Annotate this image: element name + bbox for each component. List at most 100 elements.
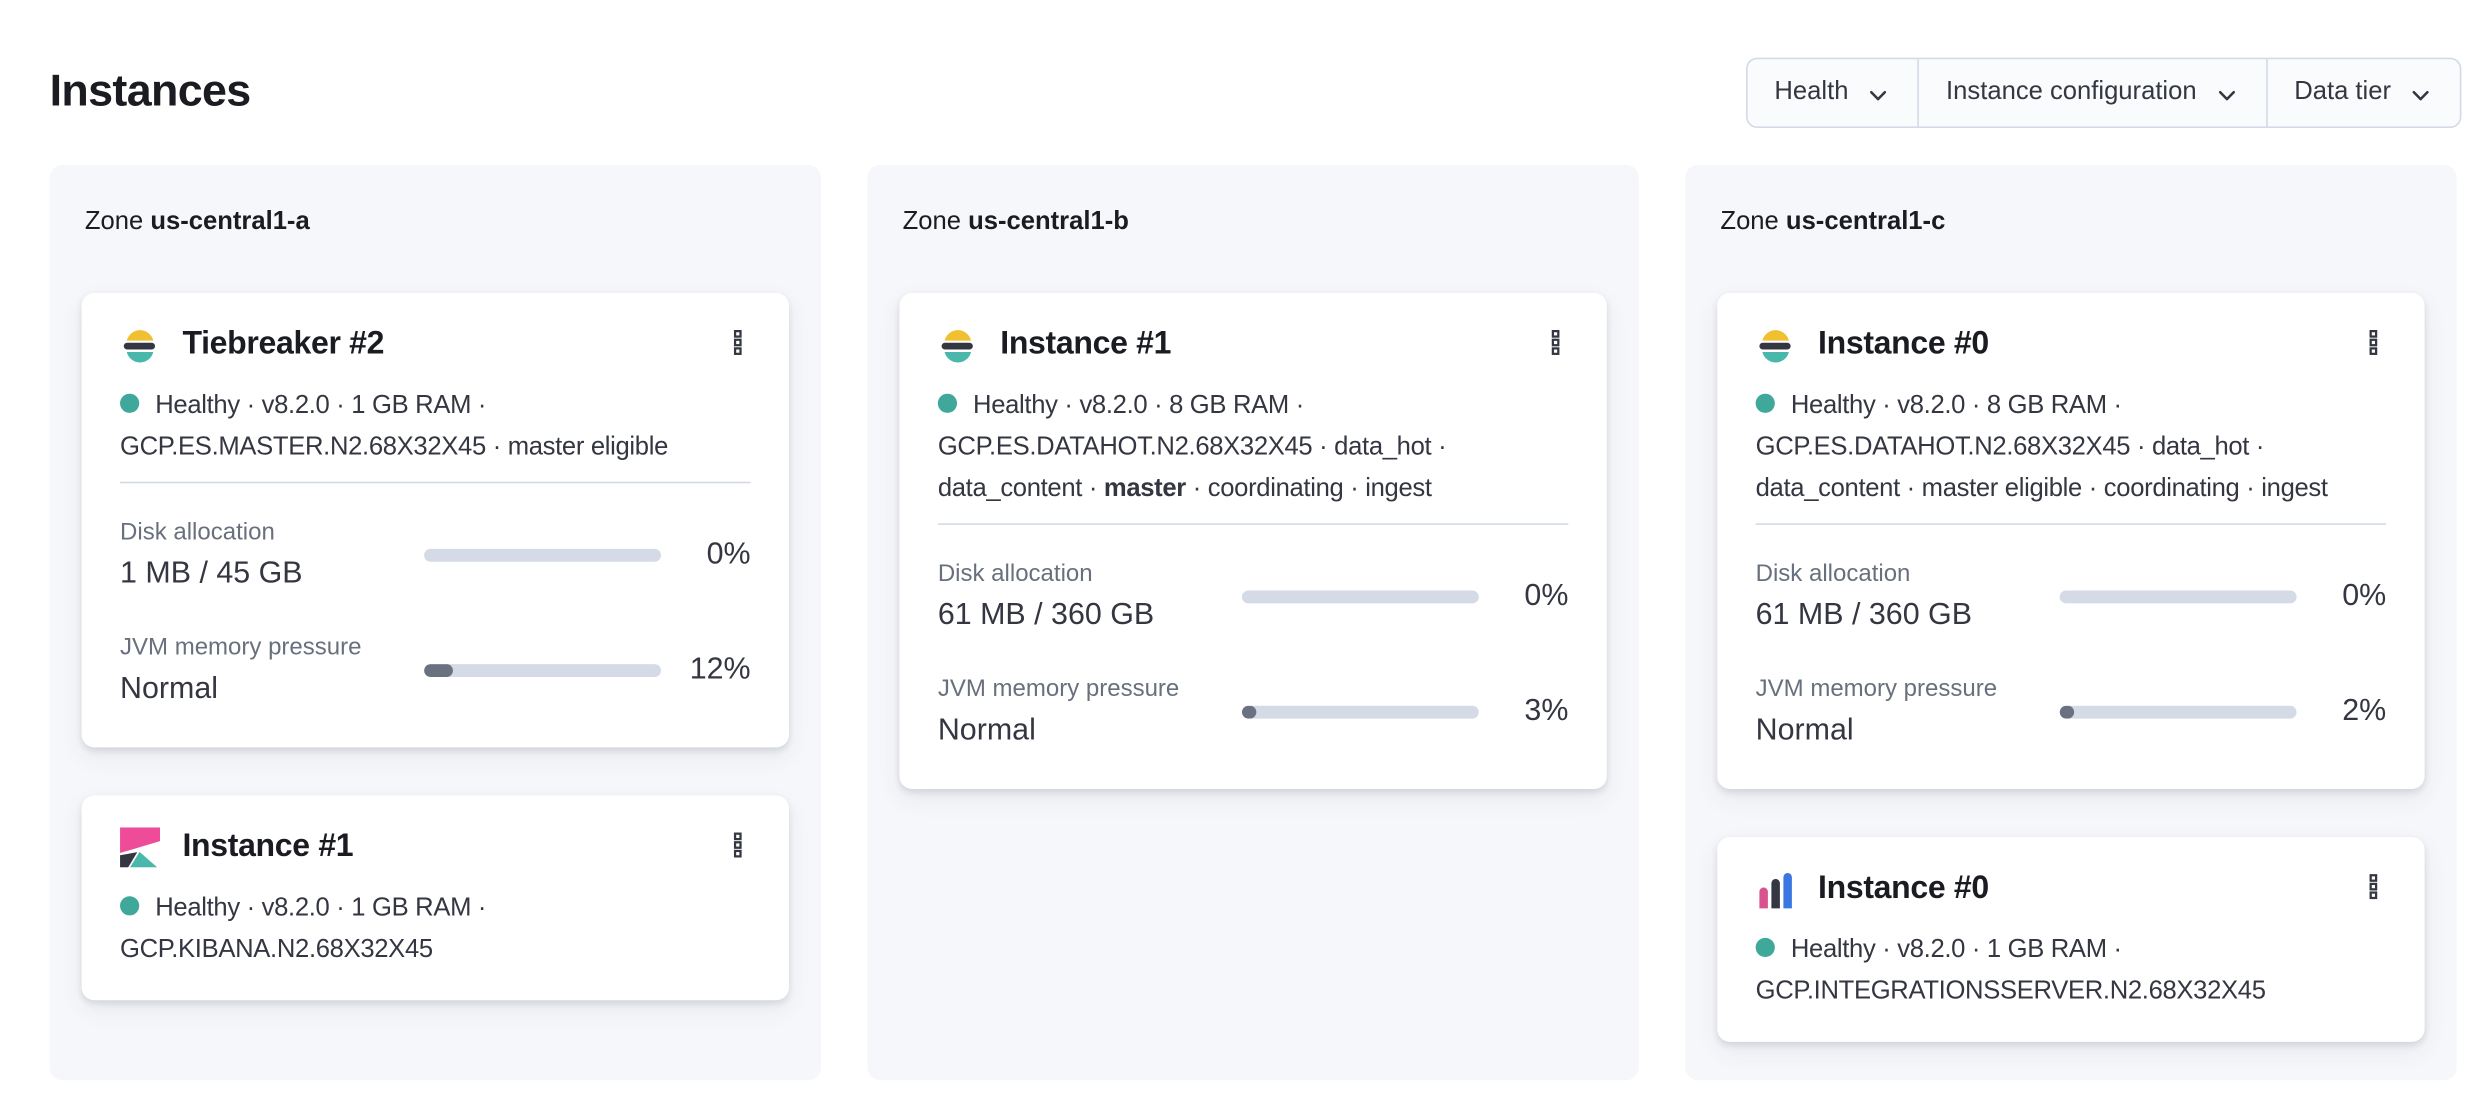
instance-metrics: Disk allocation 61 MB / 360 GB 0% JVM me… <box>938 557 1569 752</box>
meta-item: Healthy <box>1790 936 1876 964</box>
meta-item: 8 GB RAM <box>1986 392 2107 420</box>
instance-card: Tiebreaker #2 Healthy · v8.2.0 · 1 GB RA… <box>81 292 789 748</box>
chevron-down-icon <box>2409 82 2433 106</box>
chevron-down-icon <box>1866 82 1890 106</box>
meta-divider <box>937 523 1569 525</box>
progress-bar <box>424 664 661 677</box>
filter-button-instance-configuration[interactable]: Instance configuration <box>1917 59 2265 127</box>
meta-item: Healthy <box>155 894 240 922</box>
health-status-dot <box>937 393 958 413</box>
meta-item: data_hot <box>2151 433 2250 461</box>
kebab-boxes-vertical-icon <box>725 831 751 861</box>
filter-button-label: Health <box>1774 78 1849 106</box>
zone-header: Zone us-central1-c <box>1720 205 2424 240</box>
metric-percent: 12% <box>689 652 751 687</box>
instance-menu-button[interactable] <box>1535 322 1577 367</box>
instance-title: Instance #0 <box>1818 869 1989 906</box>
progress-fill <box>1241 705 1257 719</box>
zone-label-word: Zone <box>84 208 144 236</box>
metric-value: 1 MB / 45 GB <box>120 556 303 591</box>
instance-card-header: Instance #0 <box>1756 866 2387 911</box>
zone-header: Zone us-central1-b <box>903 205 1607 240</box>
zone-name: us-central1-c <box>1785 208 1946 236</box>
meta-item: v8.2.0 <box>1897 392 1966 420</box>
filter-button-label: Data tier <box>2294 78 2391 106</box>
instance-card-header: Tiebreaker #2 <box>120 322 751 367</box>
progress-fill <box>2059 705 2075 719</box>
meta-item: 1 GB RAM <box>351 894 472 922</box>
metric-row: Disk allocation 1 MB / 45 GB 0% <box>120 515 751 595</box>
health-status-dot <box>1755 393 1775 413</box>
instance-menu-button[interactable] <box>2353 866 2395 911</box>
instance-card: Instance #0 Healthy · v8.2.0 · 8 GB RAM … <box>1717 292 2425 789</box>
instance-title: Instance #1 <box>1000 325 1172 361</box>
page-title: Instances <box>49 65 252 116</box>
meta-item: 1 GB RAM <box>1986 936 2107 964</box>
chevron-down-icon <box>2214 82 2238 106</box>
zone-header: Zone us-central1-a <box>85 205 789 240</box>
metric-value: Normal <box>120 672 219 706</box>
instance-metrics: Disk allocation 61 MB / 360 GB 0% JVM me… <box>1756 557 2387 752</box>
meta-item: ingest <box>1365 475 1432 503</box>
instance-menu-button[interactable] <box>717 824 759 869</box>
progress-bar <box>2059 590 2297 604</box>
kebab-boxes-vertical-icon <box>1543 329 1569 359</box>
instance-title: Tiebreaker #2 <box>182 325 385 361</box>
instance-logo-slot <box>938 324 978 364</box>
filter-button-data-tier[interactable]: Data tier <box>2265 59 2459 127</box>
kebab-boxes-vertical-icon <box>725 329 751 359</box>
zone-panel: Zone us-central1-b Instance #1 Healthy ·… <box>867 164 1639 1081</box>
instance-menu-button[interactable] <box>2353 322 2395 367</box>
meta-item: master eligible <box>507 433 669 461</box>
zone-cards: Instance #1 Healthy · v8.2.0 · 8 GB RAM … <box>899 292 1607 789</box>
meta-item: v8.2.0 <box>261 894 330 922</box>
metric-info: JVM memory pressure Normal <box>938 672 1242 752</box>
zone-label-word: Zone <box>902 208 961 236</box>
filter-button-health[interactable]: Health <box>1747 59 1917 126</box>
metric-percent: 0% <box>1524 579 1569 613</box>
metric-info: Disk allocation 1 MB / 45 GB <box>120 515 424 595</box>
instance-meta: Healthy · v8.2.0 · 1 GB RAM · GCP.ES.MAS… <box>120 392 669 461</box>
meta-item: Healthy <box>1790 392 1876 420</box>
meta-item: master <box>1103 475 1186 503</box>
zone-panel: Zone us-central1-a Tiebreaker #2 Healthy… <box>49 164 822 1081</box>
metric-info: Disk allocation 61 MB / 360 GB <box>1756 557 2060 637</box>
filter-group: Health Instance configuration Data tier <box>1745 57 2462 129</box>
progress-bar <box>424 548 661 562</box>
instance-logo-slot <box>120 826 161 867</box>
zone-panel: Zone us-central1-c Instance #0 Healthy ·… <box>1685 164 2457 1081</box>
page-header: Instances Health Instance configuration … <box>0 0 2490 165</box>
meta-item: 8 GB RAM <box>1169 392 1289 420</box>
zone-cards: Tiebreaker #2 Healthy · v8.2.0 · 1 GB RA… <box>81 292 789 1001</box>
metric-info: JVM memory pressure Normal <box>1756 672 2060 752</box>
metric-value: 61 MB / 360 GB <box>1755 598 1972 633</box>
instance-card: Instance #0 Healthy · v8.2.0 · 1 GB RAM … <box>1717 837 2425 1042</box>
metric-info: Disk allocation 61 MB / 360 GB <box>938 557 1242 637</box>
instance-logo-slot <box>120 324 160 364</box>
instance-menu-button[interactable] <box>717 322 759 367</box>
kebab-boxes-vertical-icon <box>2361 329 2387 359</box>
meta-item: v8.2.0 <box>1079 392 1148 420</box>
metric-label: Disk allocation <box>120 518 275 546</box>
meta-item: ingest <box>2261 475 2328 503</box>
instance-meta: Healthy · v8.2.0 · 8 GB RAM · GCP.ES.DAT… <box>1755 392 2328 503</box>
metric-row: JVM memory pressure Normal 2% <box>1756 672 2387 752</box>
metric-row: Disk allocation 61 MB / 360 GB 0% <box>1756 557 2387 637</box>
meta-divider <box>1755 523 2387 525</box>
progress-bar <box>2059 705 2297 719</box>
meta-item: data_content <box>1755 475 1901 503</box>
metric-label: Disk allocation <box>1755 560 1911 588</box>
meta-item: GCP.ES.DATAHOT.N2.68X32X45 <box>1755 433 2131 461</box>
instance-card-header: Instance #1 <box>120 824 751 869</box>
integrations-server-logo <box>1759 872 1792 908</box>
meta-item: GCP.ES.DATAHOT.N2.68X32X45 <box>937 433 1313 461</box>
meta-item: data_hot <box>1334 433 1432 461</box>
instance-meta: Healthy · v8.2.0 · 1 GB RAM · GCP.KIBANA… <box>120 894 487 964</box>
meta-item: v8.2.0 <box>1897 936 1966 964</box>
metric-value: Normal <box>937 713 1036 748</box>
metric-label: Disk allocation <box>937 560 1093 588</box>
metric-label: JVM memory pressure <box>1755 675 1998 703</box>
progress-bar <box>1241 705 1479 719</box>
progress-bar <box>1241 590 1479 604</box>
